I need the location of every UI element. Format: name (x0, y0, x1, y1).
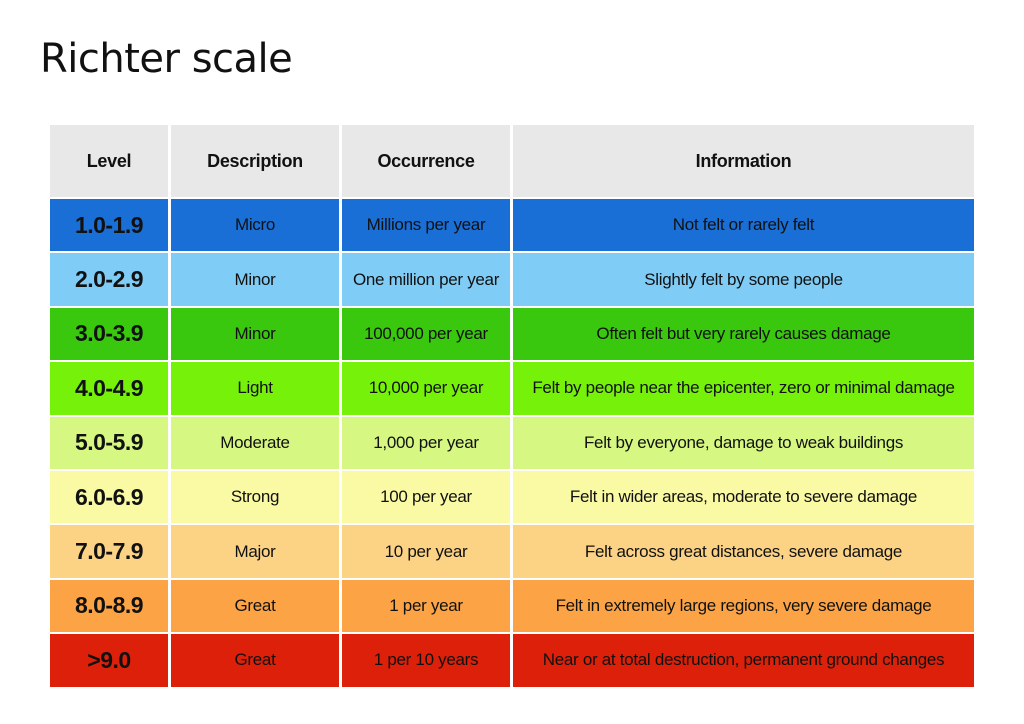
information-cell: Not felt or rarely felt (672, 215, 815, 235)
level-cell: 5.0-5.9 (50, 416, 171, 469)
level-label: 5.0-5.9 (74, 429, 144, 456)
richter-table: Level Description Occurrence Information… (50, 125, 974, 689)
occurrence-cell: 100,000 per year (342, 307, 513, 361)
level-label: 6.0-6.9 (74, 483, 144, 510)
information-cell: Felt by people near the epicenter, zero … (532, 378, 955, 398)
information-cell: Felt in wider areas, moderate to severe … (569, 487, 918, 507)
information-cell: Slightly felt by some people (644, 269, 843, 289)
description-cell: Great (171, 634, 342, 687)
occurrence-cell: 1 per 10 years (342, 634, 513, 687)
information-cell: Felt in extremely large regions, very se… (555, 595, 932, 615)
information-cell: Felt across great distances, severe dama… (584, 541, 903, 561)
description-cell: Moderate (171, 416, 342, 469)
table-row: 1.0-1.9 Micro Millions per year Not felt or… (50, 199, 974, 254)
table-row: 5.0-5.9 Moderate 1,000 per year Felt by eve… (50, 416, 974, 471)
table-row: 7.0-7.9 Major 10 per year Felt across great… (50, 525, 974, 580)
table-row: 4.0-4.9 Light 10,000 per year Felt by peopl… (50, 362, 974, 417)
information-cell: Felt by everyone, damage to weak buildin… (583, 432, 904, 452)
level-cell: 7.0-7.9 (50, 525, 171, 578)
occurrence-cell: Millions per year (342, 199, 513, 252)
table-header-row: Level Description Occurrence Information (50, 125, 974, 199)
header-occurrence: Occurrence (342, 125, 513, 197)
level-cell: 4.0-4.9 (50, 362, 171, 415)
level-label: 2.0-2.9 (74, 266, 144, 293)
level-label: 7.0-7.9 (74, 538, 144, 565)
occurrence-cell: 1 per year (342, 579, 513, 633)
description-cell: Great (171, 579, 342, 633)
description-cell: Minor (171, 253, 342, 306)
occurrence-cell: 10,000 per year (342, 362, 513, 415)
header-level: Level (50, 125, 171, 197)
level-cell: >9.0 (50, 634, 171, 687)
table-row: 8.0-8.9 Great 1 per year Felt in extremely … (50, 579, 974, 635)
information-cell: Often felt but very rarely causes damage (596, 323, 891, 343)
level-cell: 2.0-2.9 (50, 253, 171, 306)
table-row: 2.0-2.9 Minor One million per year Slightly… (50, 253, 974, 308)
description-cell: Minor (171, 307, 342, 361)
table-row: >9.0 Great 1 per 10 years Near or at total … (50, 634, 974, 689)
level-label: 8.0-8.9 (74, 592, 144, 619)
level-label: >9.0 (87, 646, 131, 673)
occurrence-cell: One million per year (342, 253, 513, 306)
table-row: 3.0-3.9 Minor 100,000 per year Often felt b… (50, 307, 974, 363)
header-information: Information (695, 150, 792, 171)
level-cell: 6.0-6.9 (50, 470, 171, 524)
table-row: 6.0-6.9 Strong 100 per year Felt in wider a… (50, 470, 974, 526)
level-label: 1.0-1.9 (74, 211, 144, 238)
description-cell: Micro (171, 199, 342, 252)
information-cell: Near or at total destruction, permanent … (542, 650, 945, 670)
page-title: Richter scale (40, 36, 293, 82)
level-label: 3.0-3.9 (74, 320, 144, 347)
occurrence-cell: 10 per year (342, 525, 513, 578)
description-cell: Light (171, 362, 342, 415)
description-cell: Major (171, 525, 342, 578)
occurrence-cell: 100 per year (342, 470, 513, 524)
level-label: 4.0-4.9 (74, 374, 144, 401)
level-cell: 3.0-3.9 (50, 307, 171, 361)
description-cell: Strong (171, 470, 342, 524)
occurrence-cell: 1,000 per year (342, 416, 513, 469)
level-cell: 1.0-1.9 (50, 199, 171, 252)
header-description: Description (171, 125, 342, 197)
table-body: 1.0-1.9 Micro Millions per year Not felt or… (50, 199, 974, 689)
level-cell: 8.0-8.9 (50, 579, 171, 633)
